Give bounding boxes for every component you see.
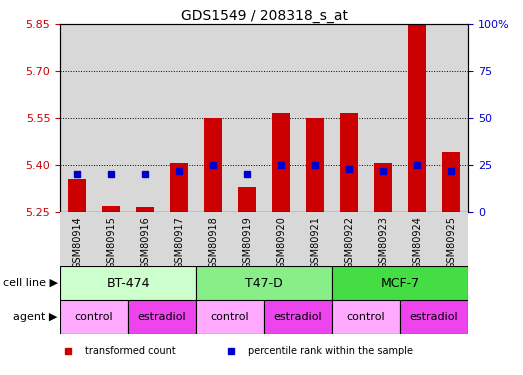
Bar <box>408 23 426 212</box>
Bar <box>170 164 188 212</box>
Text: GSM80920: GSM80920 <box>276 216 286 269</box>
Text: control: control <box>75 312 113 322</box>
Bar <box>306 118 324 212</box>
Text: cell line ▶: cell line ▶ <box>3 278 58 288</box>
Bar <box>94 212 128 266</box>
Text: transformed count: transformed count <box>85 346 175 355</box>
Text: GSM80922: GSM80922 <box>344 216 354 269</box>
Bar <box>230 212 264 266</box>
Text: percentile rank within the sample: percentile rank within the sample <box>248 346 413 355</box>
Bar <box>340 113 358 212</box>
Bar <box>204 118 222 212</box>
Bar <box>434 212 468 266</box>
Text: GSM80919: GSM80919 <box>242 216 252 269</box>
Bar <box>264 24 298 212</box>
Text: GSM80916: GSM80916 <box>140 216 150 269</box>
Text: MCF-7: MCF-7 <box>381 277 419 290</box>
Bar <box>60 300 128 334</box>
Text: estradiol: estradiol <box>274 312 322 322</box>
Bar <box>230 24 264 212</box>
Text: T47-D: T47-D <box>245 277 283 290</box>
Bar <box>400 24 434 212</box>
Bar <box>374 164 392 212</box>
Text: estradiol: estradiol <box>410 312 458 322</box>
Text: GSM80925: GSM80925 <box>446 216 456 269</box>
Bar <box>332 24 366 212</box>
Bar <box>196 266 332 300</box>
Text: BT-474: BT-474 <box>106 277 150 290</box>
Text: GSM80915: GSM80915 <box>106 216 116 269</box>
Bar <box>298 212 332 266</box>
Bar <box>102 206 120 212</box>
Bar <box>162 24 196 212</box>
Bar <box>298 24 332 212</box>
Bar <box>366 212 400 266</box>
Bar <box>68 179 86 212</box>
Bar <box>128 300 196 334</box>
Bar <box>264 212 298 266</box>
Bar <box>60 266 196 300</box>
Bar <box>332 300 400 334</box>
Text: GSM80918: GSM80918 <box>208 216 218 269</box>
Bar <box>128 24 162 212</box>
Bar <box>332 212 366 266</box>
Bar <box>332 266 468 300</box>
Bar <box>400 300 468 334</box>
Bar <box>400 212 434 266</box>
Text: control: control <box>211 312 249 322</box>
Bar <box>238 187 256 212</box>
Bar <box>196 300 264 334</box>
Text: GSM80924: GSM80924 <box>412 216 422 269</box>
Text: control: control <box>347 312 385 322</box>
Text: GSM80921: GSM80921 <box>310 216 320 269</box>
Text: GSM80914: GSM80914 <box>72 216 82 269</box>
Bar <box>94 24 128 212</box>
Bar <box>264 300 332 334</box>
Text: agent ▶: agent ▶ <box>13 312 58 322</box>
Text: estradiol: estradiol <box>138 312 186 322</box>
Text: GSM80923: GSM80923 <box>378 216 388 269</box>
Bar <box>162 212 196 266</box>
Text: GSM80917: GSM80917 <box>174 216 184 269</box>
Bar <box>196 212 230 266</box>
Bar <box>434 24 468 212</box>
Bar <box>196 24 230 212</box>
Bar <box>442 153 460 212</box>
Bar <box>128 212 162 266</box>
Bar <box>60 24 94 212</box>
Bar <box>60 212 94 266</box>
Title: GDS1549 / 208318_s_at: GDS1549 / 208318_s_at <box>180 9 348 23</box>
Bar <box>366 24 400 212</box>
Bar <box>136 207 154 212</box>
Bar <box>272 113 290 212</box>
